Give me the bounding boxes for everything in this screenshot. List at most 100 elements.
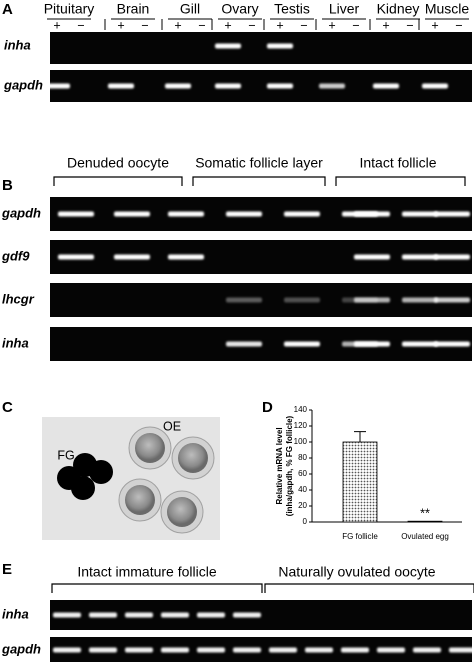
band (165, 83, 191, 89)
plus-sign: + (382, 18, 389, 32)
band (402, 341, 438, 347)
band (161, 612, 189, 618)
band (215, 43, 241, 49)
band (269, 647, 297, 653)
band (53, 647, 81, 653)
tissue-label: Ovary (221, 1, 258, 17)
bar (342, 441, 378, 523)
band (305, 647, 333, 653)
x-tick-label: FG follicle (342, 532, 378, 541)
gene-label: gapdh (3, 77, 43, 92)
band (53, 612, 81, 618)
tissue-label: Kidney (377, 1, 420, 17)
error-bar (354, 431, 366, 442)
band (284, 211, 320, 217)
band (377, 647, 405, 653)
minus-sign: − (406, 18, 413, 32)
band (58, 254, 94, 260)
photo-label: OE (163, 419, 181, 433)
group-label: Denuded oocyte (67, 155, 169, 171)
band (125, 612, 153, 618)
group-label: Intact follicle (359, 155, 436, 171)
group-label: Somatic follicle layer (195, 155, 323, 171)
plus-sign: + (328, 18, 335, 32)
band (125, 647, 153, 653)
band (161, 647, 189, 653)
minus-sign: − (455, 18, 462, 32)
band (108, 83, 134, 89)
y-axis-label: Relative mRNA level (275, 427, 284, 504)
band (267, 83, 293, 89)
band (434, 254, 470, 260)
y-tick-label: 140 (294, 405, 308, 414)
minus-sign: − (141, 18, 148, 32)
band (373, 83, 399, 89)
gene-label: inha (2, 335, 29, 350)
tissue-label: Testis (274, 1, 310, 17)
gene-label: gdf9 (1, 248, 30, 263)
band (233, 647, 261, 653)
minus-sign: − (352, 18, 359, 32)
band (226, 341, 262, 347)
bracket (51, 583, 263, 593)
plus-sign: + (174, 18, 181, 32)
band (168, 211, 204, 217)
bracket (192, 176, 326, 186)
band (226, 297, 262, 303)
gene-label: gapdh (1, 641, 41, 656)
x-tick-label: Ovulated egg (401, 532, 449, 541)
minus-sign: − (300, 18, 307, 32)
gene-label: lhcgr (2, 291, 35, 306)
panel-letter: A (2, 1, 13, 18)
plus-sign: + (117, 18, 124, 32)
y-tick-label: 0 (303, 517, 308, 526)
band (319, 83, 345, 89)
y-tick-label: 40 (298, 485, 307, 494)
tissue-label: Pituitary (44, 1, 95, 17)
band (89, 647, 117, 653)
band (434, 341, 470, 347)
annotation: ** (420, 506, 430, 520)
eggs (118, 426, 215, 534)
band (215, 83, 241, 89)
plus-sign: + (53, 18, 60, 32)
panel-letter: E (2, 561, 12, 578)
y-tick-label: 60 (298, 469, 307, 478)
band (422, 83, 448, 89)
photo-label: FG (57, 448, 74, 462)
band (354, 211, 390, 217)
bracket (335, 176, 466, 186)
gene-label: inha (4, 37, 31, 52)
band (434, 211, 470, 217)
band (114, 254, 150, 260)
band (402, 297, 438, 303)
band (197, 647, 225, 653)
y-tick-label: 120 (294, 421, 308, 430)
gel (50, 32, 472, 64)
panel-letter: C (2, 399, 13, 416)
band (341, 647, 369, 653)
tissue-label: Muscle (425, 1, 470, 17)
band (89, 612, 117, 618)
band (402, 211, 438, 217)
minus-sign: − (248, 18, 255, 32)
y-tick-label: 20 (298, 501, 307, 510)
band (114, 211, 150, 217)
tissue-label: Gill (180, 1, 200, 17)
band (233, 612, 261, 618)
band (267, 43, 293, 49)
y-axis-label: (inha/gapdh, % FG follicle) (285, 415, 294, 516)
bracket (53, 176, 183, 186)
y-tick-label: 80 (298, 453, 307, 462)
band (226, 211, 262, 217)
y-tick-label: 100 (294, 437, 308, 446)
bar (407, 520, 443, 523)
band (434, 297, 470, 303)
band (449, 647, 474, 653)
plus-sign: + (431, 18, 438, 32)
band (168, 254, 204, 260)
bracket (264, 583, 474, 593)
group-label: Intact immature follicle (77, 564, 216, 580)
